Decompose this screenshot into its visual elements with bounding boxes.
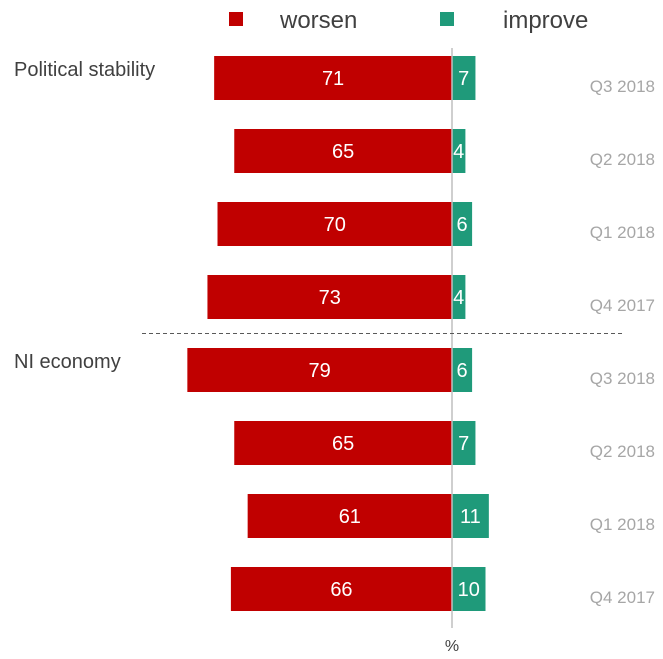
- bar-worsen: [217, 202, 452, 246]
- data-label-improve: 6: [456, 360, 467, 382]
- bar-worsen: [230, 567, 452, 611]
- legend-swatch-improve: [440, 12, 454, 26]
- period-label: Q1 2018: [590, 223, 655, 242]
- bar-improve: [452, 202, 473, 246]
- bar-worsen: [207, 275, 452, 319]
- period-label: Q4 2017: [590, 588, 655, 607]
- bar-improve: [452, 129, 466, 173]
- data-label-worsen: 71: [322, 68, 344, 90]
- bar-improve: [452, 567, 486, 611]
- period-label: Q1 2018: [590, 515, 655, 534]
- bar-worsen: [247, 494, 452, 538]
- legend-swatch-worsen: [229, 12, 243, 26]
- bar-worsen: [187, 348, 452, 392]
- group-labels: Political stability NI economy: [14, 59, 155, 373]
- bars: 71 7 65 4 70 6 73 4 79 6 65 7 61 11 66 10: [187, 56, 489, 611]
- data-label-improve: 11: [460, 506, 481, 528]
- data-label-improve: 6: [456, 214, 467, 236]
- legend-label-worsen: worsen: [279, 7, 357, 34]
- data-label-improve: 4: [453, 287, 464, 309]
- data-label-worsen: 65: [332, 433, 354, 455]
- period-label: Q2 2018: [590, 442, 655, 461]
- data-label-improve: 7: [458, 433, 469, 455]
- group-label: NI economy: [14, 351, 121, 373]
- data-label-worsen: 79: [309, 360, 331, 382]
- data-label-improve: 10: [458, 579, 480, 601]
- bar-improve: [452, 275, 466, 319]
- period-label: Q3 2018: [590, 77, 655, 96]
- bar-improve: [452, 494, 489, 538]
- data-label-worsen: 73: [319, 287, 341, 309]
- bar-improve: [452, 421, 476, 465]
- period-label: Q3 2018: [590, 369, 655, 388]
- bar-worsen: [234, 421, 452, 465]
- data-label-worsen: 61: [339, 506, 361, 528]
- bar-worsen: [214, 56, 452, 100]
- bar-improve: [452, 348, 473, 392]
- data-label-improve: 4: [453, 141, 464, 163]
- data-label-worsen: 66: [330, 579, 352, 601]
- period-label: Q2 2018: [590, 150, 655, 169]
- x-axis-label: %: [445, 638, 459, 655]
- legend-label-improve: improve: [503, 7, 588, 34]
- period-label: Q4 2017: [590, 296, 655, 315]
- data-label-improve: 7: [458, 68, 469, 90]
- data-label-worsen: 70: [324, 214, 346, 236]
- bar-worsen: [234, 129, 452, 173]
- bar-improve: [452, 56, 476, 100]
- data-label-worsen: 65: [332, 141, 354, 163]
- period-labels: Q3 2018 Q2 2018 Q1 2018 Q4 2017 Q3 2018 Q2 20…: [590, 77, 655, 607]
- group-label: Political stability: [14, 59, 155, 81]
- legend: worsen improve: [229, 7, 588, 34]
